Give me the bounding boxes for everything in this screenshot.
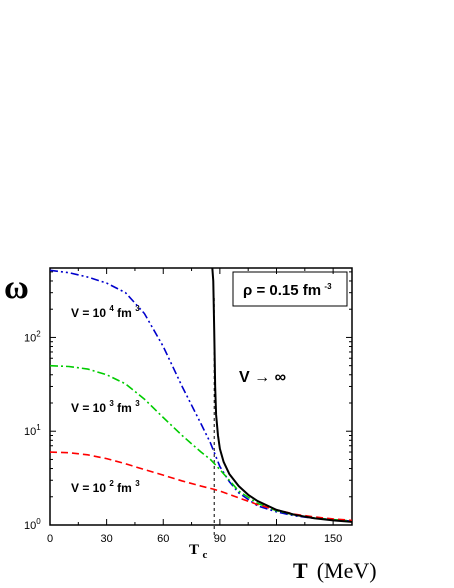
series-label-v1e2-exp: 2 bbox=[109, 479, 114, 488]
series-label-v1e4-unit: fm bbox=[117, 306, 132, 320]
series-label-v1e2-unit: fm bbox=[117, 481, 132, 495]
y-tick-label: 102 bbox=[24, 329, 41, 344]
plot-frame bbox=[49, 267, 353, 526]
legend-box bbox=[232, 271, 348, 307]
tc-label-sub: c bbox=[202, 549, 207, 561]
series-label-v1e4-unitexp: 3 bbox=[135, 304, 140, 313]
y-tick-label: 101 bbox=[24, 423, 41, 438]
y-axis-label: ω bbox=[4, 269, 29, 306]
legend-text: ρ = 0.15 fm -3 bbox=[243, 282, 332, 299]
series-label-v1e3-exp: 3 bbox=[109, 399, 114, 408]
series-label-v1e3-main: V = 10 bbox=[71, 401, 106, 415]
series-line-v-infinity bbox=[211, 267, 353, 523]
y-tick-label-exp: 0 bbox=[36, 517, 41, 526]
x-tick-label: 60 bbox=[157, 533, 169, 545]
legend-text-sup: -3 bbox=[324, 282, 332, 291]
x-axis-unit: (MeV) bbox=[317, 558, 377, 583]
x-axis-symbol: T bbox=[293, 558, 308, 583]
y-tick-label-exp: 1 bbox=[36, 423, 41, 432]
x-tick-label: 120 bbox=[267, 533, 285, 545]
series-line-v1e3 bbox=[49, 364, 353, 522]
series-label-v1e2-main: V = 10 bbox=[71, 481, 106, 495]
series-label-v1e4: V = 10 4 fm 3 bbox=[71, 300, 140, 320]
series-label-v1e2-unitexp: 3 bbox=[135, 479, 140, 488]
y-tick-label-base: 10 bbox=[24, 520, 36, 532]
series-label-v1e3-unitexp: 3 bbox=[135, 399, 140, 408]
legend-text-main: ρ = 0.15 fm bbox=[243, 282, 321, 299]
y-tick-label-base: 10 bbox=[24, 426, 36, 438]
x-tick-label: 150 bbox=[324, 533, 342, 545]
series-layer bbox=[49, 267, 353, 523]
y-tick-label: 100 bbox=[24, 517, 41, 532]
x-axis-label: T (MeV) bbox=[293, 558, 377, 583]
series-label-v1e4-main: V = 10 bbox=[71, 306, 106, 320]
series-label-v1e3-unit: fm bbox=[117, 401, 132, 415]
x-tick-label: 90 bbox=[214, 533, 226, 545]
x-tick-label: 30 bbox=[101, 533, 113, 545]
series-label-v1e2: V = 10 2 fm 3 bbox=[71, 475, 140, 495]
series-line-v1e4 bbox=[49, 269, 353, 522]
tc-label: T c bbox=[189, 542, 207, 561]
tc-label-main: T bbox=[189, 542, 199, 558]
x-tick-label: 0 bbox=[47, 533, 53, 545]
y-tick-label-exp: 2 bbox=[36, 329, 41, 338]
series-label-v1e3: V = 10 3 fm 3 bbox=[71, 395, 140, 415]
series-label-v1e4-exp: 4 bbox=[109, 304, 114, 313]
y-tick-label-base: 10 bbox=[24, 332, 36, 344]
v-infinity-annotation: V → ∞ bbox=[239, 369, 286, 386]
